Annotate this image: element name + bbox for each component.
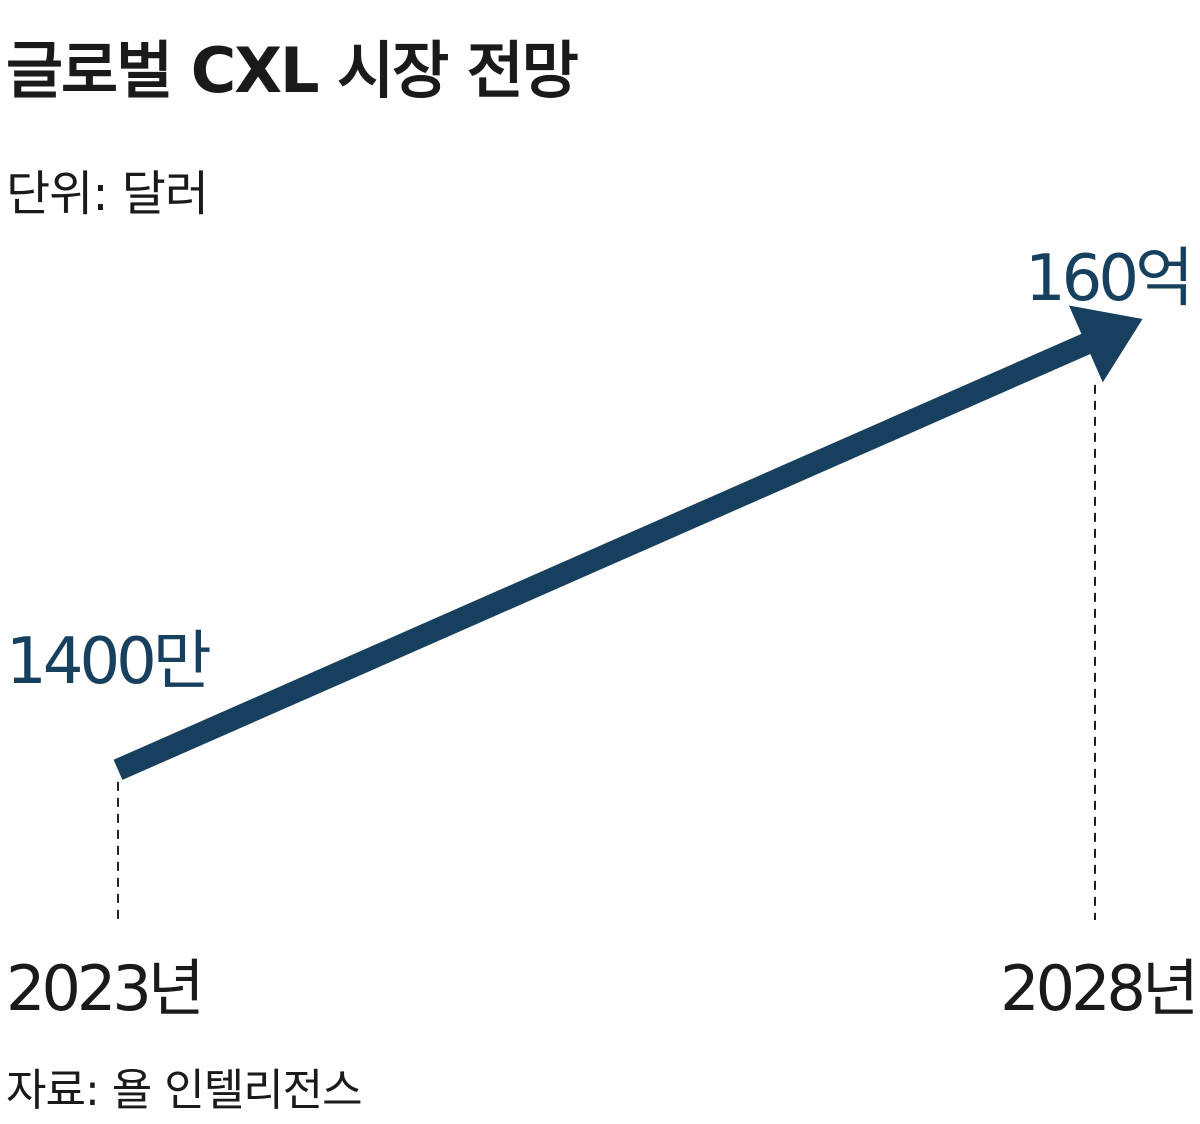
value-label: 160억 <box>1025 242 1190 316</box>
value-label: 1400만 <box>6 625 210 699</box>
chart-subtitle: 단위: 달러 <box>6 166 208 222</box>
x-tick-label: 2028년 <box>1000 952 1195 1025</box>
arrow-line <box>113 329 1100 780</box>
arrow-head <box>1068 305 1143 383</box>
chart-title: 글로벌 CXL 시장 전망 <box>6 34 578 107</box>
x-tick-label: 2023년 <box>6 952 201 1025</box>
source: 자료: 욜 인텔리전스 <box>6 1065 362 1116</box>
